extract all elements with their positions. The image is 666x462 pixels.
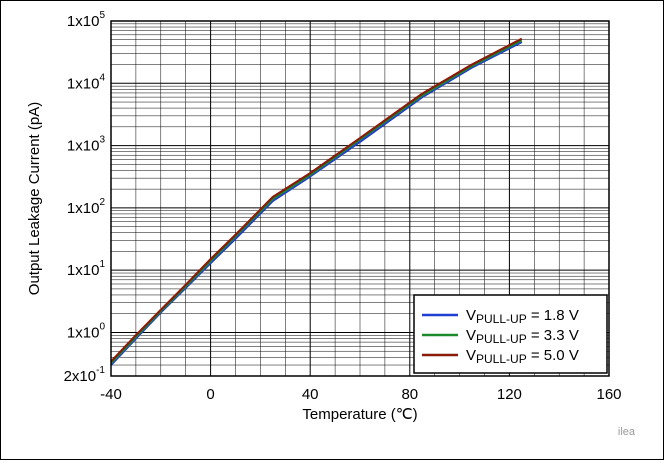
plot-border: [110, 20, 610, 377]
y-tick-label: 1x105: [67, 10, 106, 30]
legend-label-3: VPULL-UP = 5.0 V: [466, 347, 579, 366]
x-tick-label: 160: [596, 386, 621, 403]
x-axis-title: Temperature (℃): [302, 406, 417, 423]
legend-label-1: VPULL-UP = 1.8 V: [466, 307, 579, 326]
y-tick-label: 1x104: [67, 72, 106, 92]
x-tick-label: 0: [206, 386, 214, 403]
y-tick-label: 1x100: [67, 321, 106, 341]
y-tick-label: 1x103: [67, 135, 106, 155]
y-tick-label: 1x102: [67, 197, 106, 217]
x-tick-label: 40: [302, 386, 319, 403]
legend-label-2: VPULL-UP = 3.3 V: [466, 327, 579, 346]
y-axis-title: Output Leakage Current (pA): [26, 102, 43, 295]
watermark-text: ilea: [618, 426, 636, 438]
y-tick-label: 1x101: [67, 259, 106, 279]
series-line-3: [110, 37, 523, 363]
y-tick-labels: 2x10-1 1x100 1x101 1x102 1x103 1x104 1x105: [64, 10, 106, 385]
x-tick-label: 120: [497, 386, 522, 403]
x-tick-label: 80: [401, 386, 418, 403]
x-tick-label: -40: [100, 386, 122, 403]
y-tick-label: 2x10-1: [64, 365, 106, 385]
x-tick-labels: -40 0 40 80 120 160: [100, 386, 621, 403]
series-layer: [110, 37, 523, 366]
minor-gridlines: [111, 21, 609, 376]
